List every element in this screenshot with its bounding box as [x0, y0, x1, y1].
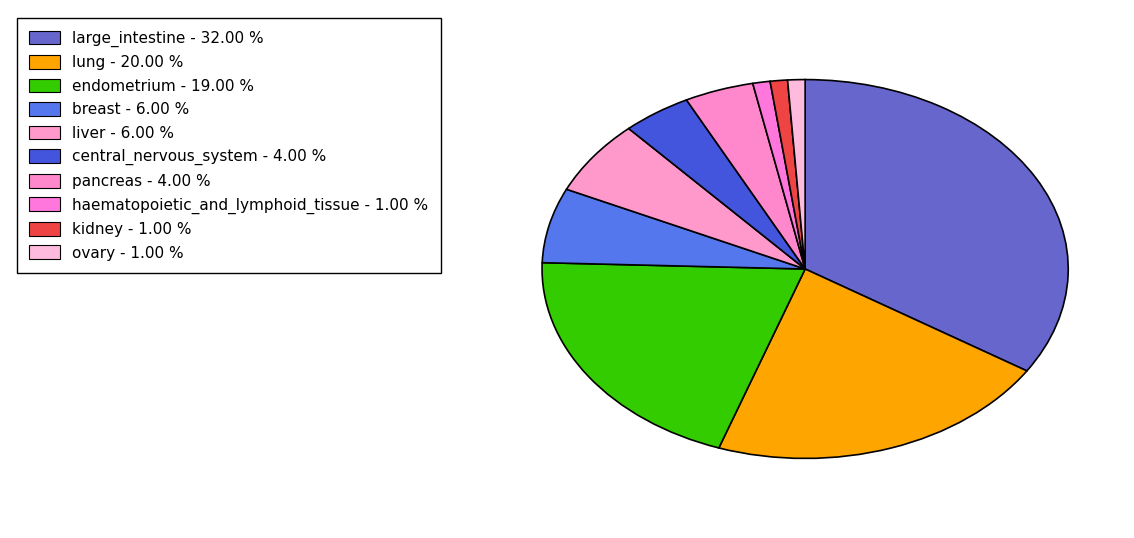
Wedge shape — [567, 129, 805, 269]
Wedge shape — [686, 83, 805, 269]
Wedge shape — [788, 80, 805, 269]
Wedge shape — [542, 263, 805, 448]
Wedge shape — [770, 80, 805, 269]
Wedge shape — [753, 81, 805, 269]
Wedge shape — [719, 269, 1027, 458]
Wedge shape — [542, 189, 805, 269]
Wedge shape — [628, 100, 805, 269]
Wedge shape — [805, 80, 1068, 371]
Legend: large_intestine - 32.00 %, lung - 20.00 %, endometrium - 19.00 %, breast - 6.00 : large_intestine - 32.00 %, lung - 20.00 … — [17, 18, 440, 273]
